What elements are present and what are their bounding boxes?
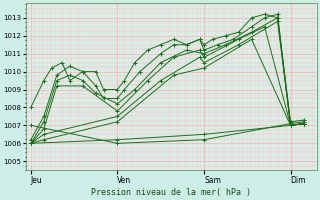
X-axis label: Pression niveau de la mer( hPa ): Pression niveau de la mer( hPa ) <box>91 188 251 197</box>
